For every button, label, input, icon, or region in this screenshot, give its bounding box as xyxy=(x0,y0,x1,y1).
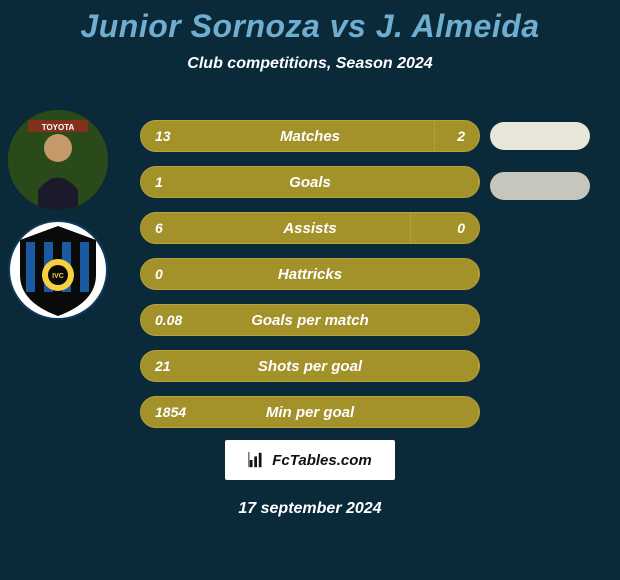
legend-pill-2 xyxy=(490,172,590,200)
player1-avatar: TOYOTA xyxy=(8,110,108,210)
stat-bar-row: 0.08Goals per match xyxy=(140,304,480,336)
comparison-title: Junior Sornoza vs J. Almeida xyxy=(0,0,620,45)
footer-date: 17 september 2024 xyxy=(0,500,620,518)
logo-text: FcTables.com xyxy=(272,452,371,469)
player-photo-icon: TOYOTA xyxy=(8,110,108,210)
stat-bar-row: 1Goals xyxy=(140,166,480,198)
player2-club-badge: IVC xyxy=(8,220,108,320)
club-badge-icon: IVC xyxy=(8,220,108,320)
stat-value-left: 0.08 xyxy=(155,305,182,335)
stat-bar-right-fill xyxy=(411,213,479,243)
stat-bar-left-fill xyxy=(141,305,479,335)
avatars-column: TOYOTA IVC xyxy=(8,110,118,330)
vs-label: vs xyxy=(330,8,367,44)
svg-text:IVC: IVC xyxy=(52,273,64,280)
stat-bar-row: 132Matches xyxy=(140,120,480,152)
stats-bars: 132Matches1Goals60Assists0Hattricks0.08G… xyxy=(140,120,480,442)
stat-bar-left-fill xyxy=(141,121,435,151)
stat-value-left: 0 xyxy=(155,259,163,289)
stat-value-left: 6 xyxy=(155,213,163,243)
stat-value-left: 1854 xyxy=(155,397,186,427)
fctables-logo: FcTables.com xyxy=(225,440,395,480)
stat-bar-left-fill xyxy=(141,167,479,197)
player1-name: Junior Sornoza xyxy=(80,8,320,44)
stat-bar-row: 1854Min per goal xyxy=(140,396,480,428)
stat-value-right: 0 xyxy=(457,213,465,243)
stat-value-right: 2 xyxy=(457,121,465,151)
stat-bar-left-fill xyxy=(141,397,479,427)
legend-pills xyxy=(490,122,598,222)
legend-pill-1 xyxy=(490,122,590,150)
stat-value-left: 1 xyxy=(155,167,163,197)
subtitle: Club competitions, Season 2024 xyxy=(0,55,620,73)
stat-bar-left-fill xyxy=(141,351,479,381)
stat-bar-row: 21Shots per goal xyxy=(140,350,480,382)
bar-chart-icon xyxy=(248,451,266,469)
stat-bar-row: 60Assists xyxy=(140,212,480,244)
stat-bar-left-fill xyxy=(141,259,479,289)
svg-text:TOYOTA: TOYOTA xyxy=(42,123,75,132)
stat-bar-left-fill xyxy=(141,213,411,243)
stat-value-left: 21 xyxy=(155,351,171,381)
player2-name: J. Almeida xyxy=(376,8,540,44)
stat-value-left: 13 xyxy=(155,121,171,151)
stat-bar-row: 0Hattricks xyxy=(140,258,480,290)
